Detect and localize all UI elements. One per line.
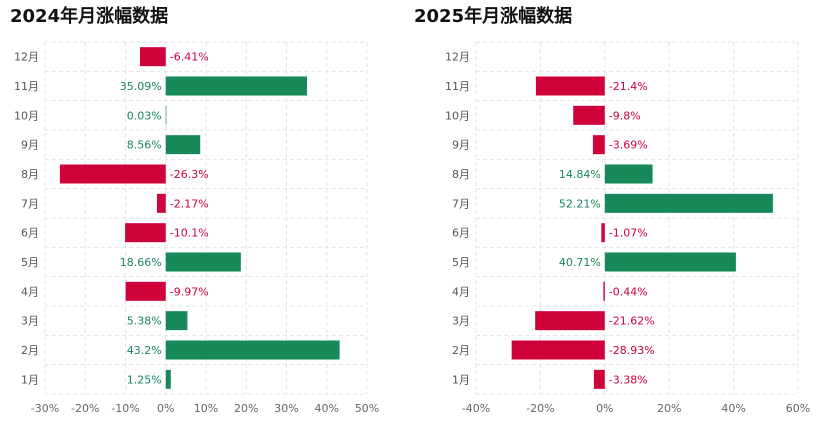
y-category-label-2025: 4月 — [452, 285, 470, 298]
bar-2024-7 — [157, 193, 166, 213]
x-tick-label-2025: -40% — [462, 402, 490, 415]
x-tick-label-2024: -30% — [31, 402, 59, 415]
bar-2025-10 — [573, 105, 605, 125]
x-tick-label-2024: 50% — [355, 402, 379, 415]
y-category-label-2024: 10月 — [14, 109, 39, 122]
data-label-2025: -1.07% — [609, 227, 648, 240]
y-category-label-2025: 12月 — [445, 51, 470, 64]
data-label-2024: 1.25% — [127, 373, 162, 386]
x-tick-label-2025: 40% — [721, 402, 745, 415]
data-label-2024: -10.1% — [170, 227, 209, 240]
bar-2024-10 — [165, 105, 167, 125]
bar-2025-6 — [601, 223, 605, 243]
x-tick-label-2024: 10% — [194, 402, 218, 415]
y-category-label-2025: 10月 — [445, 109, 470, 122]
x-tick-label-2024: -20% — [71, 402, 99, 415]
y-category-label-2024: 5月 — [21, 256, 39, 269]
data-label-2025: 14.84% — [559, 168, 601, 181]
y-category-label-2025: 3月 — [452, 315, 470, 328]
data-label-2024: 43.2% — [127, 344, 162, 357]
bar-2025-2 — [511, 340, 605, 360]
bar-2024-6 — [125, 223, 166, 243]
y-category-label-2024: 2月 — [21, 344, 39, 357]
data-label-2024: -6.41% — [170, 51, 209, 64]
y-category-label-2025: 7月 — [452, 197, 470, 210]
x-tick-label-2024: 40% — [315, 402, 339, 415]
data-label-2024: 5.38% — [127, 315, 162, 328]
data-label-2025: -3.69% — [609, 139, 648, 152]
data-label-2024: -26.3% — [170, 168, 209, 181]
x-tick-label-2025: 60% — [786, 402, 810, 415]
data-label-2024: 8.56% — [127, 139, 162, 152]
chart-title-2025: 2025年月涨幅数据 — [414, 6, 573, 27]
bar-2025-11 — [535, 76, 605, 96]
bar-2024-1 — [165, 369, 171, 389]
data-label-2024: -2.17% — [170, 197, 209, 210]
bar-2025-5 — [604, 252, 736, 272]
bar-2024-2 — [165, 340, 340, 360]
bar-2024-5 — [165, 252, 241, 272]
bar-2024-11 — [165, 76, 307, 96]
y-category-label-2024: 7月 — [21, 197, 39, 210]
data-label-2025: -21.62% — [609, 315, 655, 328]
y-category-label-2024: 4月 — [21, 285, 39, 298]
y-category-label-2024: 12月 — [14, 51, 39, 64]
x-tick-label-2024: 20% — [234, 402, 258, 415]
y-category-label-2024: 9月 — [21, 139, 39, 152]
y-category-label-2025: 1月 — [452, 373, 470, 386]
bar-2025-3 — [535, 311, 605, 331]
x-tick-label-2024: -10% — [111, 402, 139, 415]
bar-2025-8 — [604, 164, 653, 184]
y-category-label-2024: 11月 — [14, 80, 39, 93]
x-tick-label-2024: 30% — [274, 402, 298, 415]
y-category-label-2024: 8月 — [21, 168, 39, 181]
bar-2024-9 — [165, 135, 201, 155]
x-tick-label-2025: -20% — [526, 402, 554, 415]
data-label-2024: -9.97% — [170, 285, 209, 298]
data-label-2025: -21.4% — [609, 80, 648, 93]
y-category-label-2025: 6月 — [452, 227, 470, 240]
data-label-2025: -3.38% — [609, 373, 648, 386]
y-category-label-2025: 11月 — [445, 80, 470, 93]
y-category-label-2024: 1月 — [21, 373, 39, 386]
bar-2025-1 — [593, 369, 605, 389]
bar-2025-7 — [604, 193, 773, 213]
data-label-2025: 52.21% — [559, 197, 601, 210]
bar-2025-9 — [592, 135, 605, 155]
x-tick-label-2025: 20% — [657, 402, 681, 415]
y-category-label-2025: 2月 — [452, 344, 470, 357]
y-category-label-2025: 9月 — [452, 139, 470, 152]
bar-2024-4 — [125, 281, 166, 301]
y-category-label-2025: 5月 — [452, 256, 470, 269]
data-label-2024: 35.09% — [120, 80, 162, 93]
data-label-2025: -28.93% — [609, 344, 655, 357]
y-category-label-2024: 3月 — [21, 315, 39, 328]
y-category-label-2025: 8月 — [452, 168, 470, 181]
data-label-2024: 0.03% — [127, 109, 162, 122]
bar-2024-8 — [59, 164, 166, 184]
bar-2025-4 — [603, 281, 605, 301]
data-label-2024: 18.66% — [120, 256, 162, 269]
bar-2024-12 — [139, 47, 166, 67]
bar-2024-3 — [165, 311, 188, 331]
data-label-2025: -0.44% — [609, 285, 648, 298]
data-label-2025: 40.71% — [559, 256, 601, 269]
data-label-2025: -9.8% — [609, 109, 641, 122]
y-category-label-2024: 6月 — [21, 227, 39, 240]
x-tick-label-2024: 0% — [157, 402, 174, 415]
chart-title-2024: 2024年月涨幅数据 — [10, 6, 169, 27]
x-tick-label-2025: 0% — [596, 402, 613, 415]
